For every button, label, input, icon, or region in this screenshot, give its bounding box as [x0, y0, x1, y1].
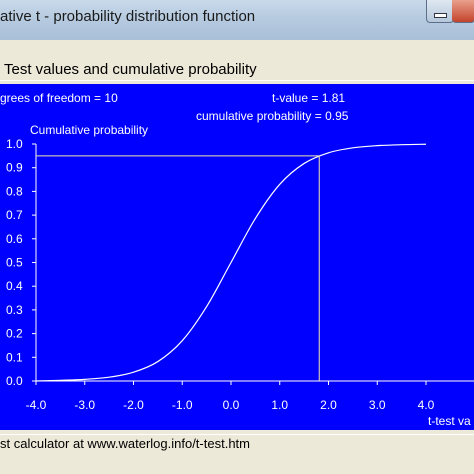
- t-value-label: t-value = 1.81: [272, 91, 345, 105]
- section-title: Test values and cumulative probability: [4, 61, 257, 78]
- window-title: ative t - probability distribution funct…: [0, 8, 256, 25]
- x-tick-label: 1.0: [271, 398, 288, 412]
- x-tick-label: 4.0: [418, 398, 435, 412]
- x-axis-title: t-test va: [428, 414, 471, 428]
- status-text: st calculator at www.waterlog.info/t-tes…: [0, 436, 250, 451]
- y-tick-label: 1.0: [6, 137, 23, 151]
- y-tick-label: 0.5: [6, 256, 23, 270]
- separator: [0, 80, 474, 81]
- y-tick-label: 0.0: [6, 374, 23, 388]
- y-tick-label: 0.6: [6, 232, 23, 246]
- y-tick-label: 0.3: [6, 303, 23, 317]
- status-bar: [0, 434, 474, 457]
- close-button[interactable]: [452, 0, 474, 23]
- y-tick-label: 0.4: [6, 279, 23, 293]
- dof-label: grees of freedom = 10: [0, 91, 118, 105]
- cum-prob-label: cumulative probability = 0.95: [196, 109, 349, 123]
- y-tick-label: 0.8: [6, 184, 23, 198]
- x-tick-label: -3.0: [74, 398, 95, 412]
- x-tick-label: -1.0: [172, 398, 193, 412]
- x-tick-label: 0.0: [223, 398, 240, 412]
- y-tick-label: 0.2: [6, 327, 23, 341]
- cdf-curve: [35, 143, 427, 382]
- title-bar: ative t - probability distribution funct…: [0, 0, 474, 41]
- x-tick-label: -2.0: [123, 398, 144, 412]
- x-tick-label: 3.0: [369, 398, 386, 412]
- y-tick-label: 0.1: [6, 350, 23, 364]
- x-tick-label: -4.0: [26, 398, 47, 412]
- y-tick-label: 0.9: [6, 161, 23, 175]
- x-tick-label: 2.0: [320, 398, 337, 412]
- minimize-icon: [434, 13, 447, 18]
- chart-background: [0, 84, 474, 430]
- minimize-button[interactable]: [426, 0, 454, 23]
- y-tick-label: 0.7: [6, 208, 23, 222]
- cdf-chart: grees of freedom = 10 t-value = 1.81 cum…: [0, 84, 474, 430]
- y-axis-title: Cumulative probability: [30, 123, 148, 137]
- chart-panel: grees of freedom = 10 t-value = 1.81 cum…: [0, 84, 474, 430]
